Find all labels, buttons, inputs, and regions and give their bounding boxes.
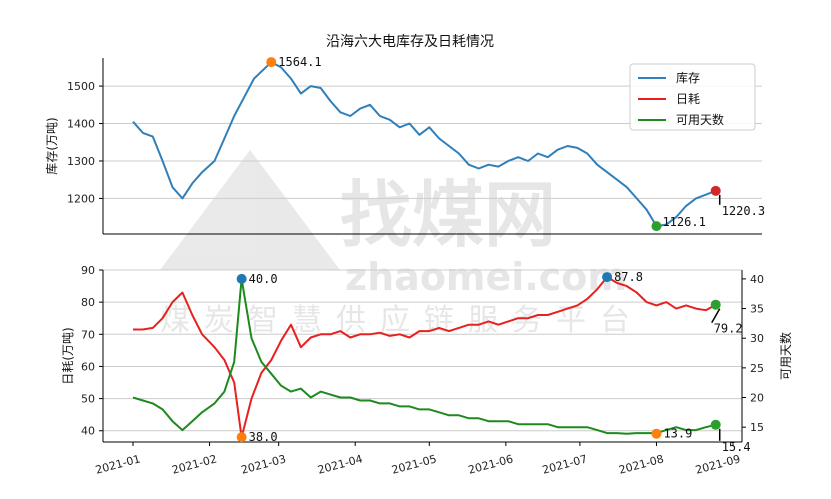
annotation-label: 1220.3 <box>722 204 765 218</box>
series-line-inventory <box>132 61 717 228</box>
bottom-right-y-tick-label: 40 <box>750 273 764 286</box>
x-tick-label: 2021-03 <box>240 452 288 476</box>
annotation-marker <box>266 57 277 68</box>
top-panel: 1200 1300 1400 1500 库存(万吨) 1564.1 1126.1 1220… <box>44 55 765 235</box>
annotation-label: 1564.1 <box>278 55 321 69</box>
bottom-right-y-axis-label: 可用天数 <box>778 332 793 380</box>
annotation-marker <box>710 419 721 430</box>
annotation-label: 13.9 <box>663 427 692 441</box>
chart-title: 沿海六大电库存及日耗情况 <box>326 34 494 50</box>
legend-label-inventory: 库存 <box>676 70 700 85</box>
annotation-marker <box>651 221 662 232</box>
annotation-marker <box>602 272 613 283</box>
bottom-left-y-tick-label: 80 <box>81 296 95 309</box>
annotation-label: 79.2 <box>714 322 743 336</box>
bottom-left-y-tick-label: 50 <box>81 393 95 406</box>
bottom-left-y-tick-label: 90 <box>81 264 95 277</box>
x-tick-label: 2021-09 <box>694 452 742 476</box>
legend-label-available-days: 可用天数 <box>676 112 724 127</box>
annotation-label: 87.8 <box>614 270 643 284</box>
bottom-left-y-tick-label: 60 <box>81 360 95 373</box>
legend: 库存 日耗 可用天数 <box>629 63 756 131</box>
annotation-label: 1126.1 <box>662 215 705 229</box>
annotation-label: 38.0 <box>249 430 278 444</box>
bottom-left-y-tick-label: 70 <box>81 328 95 341</box>
annotation-marker <box>236 273 247 284</box>
series-line-available-days <box>132 277 716 435</box>
x-tick-label: 2021-01 <box>94 452 142 476</box>
annotation-arrow <box>711 308 721 324</box>
top-y-tick-label: 1400 <box>67 118 95 131</box>
bottom-right-y-tick-label: 20 <box>750 392 764 405</box>
legend-box <box>629 63 756 131</box>
x-tick-label: 2021-02 <box>171 452 219 476</box>
x-tick-label: 2021-05 <box>390 452 438 476</box>
bottom-right-y-tick-label: 15 <box>750 421 764 434</box>
bottom-right-y-tick-label: 30 <box>750 332 764 345</box>
x-tick-label: 2021-07 <box>541 452 589 476</box>
x-tick-label: 2021-04 <box>316 452 364 476</box>
annotation-marker <box>710 299 721 310</box>
watermark: 找煤网 zhaomei.com 煤炭智慧供应链服务平台 <box>160 150 630 338</box>
annotation-marker <box>651 428 662 439</box>
bottom-left-y-axis-label: 日耗(万吨) <box>61 327 75 384</box>
bottom-left-y-tick-label: 40 <box>81 425 95 438</box>
series-line-daily-consumption <box>133 276 717 439</box>
watermark-brand: 找煤网 <box>340 173 556 257</box>
x-tick-label: 2021-08 <box>617 452 665 476</box>
annotation-marker <box>710 185 721 196</box>
top-y-axis-label: 库存(万吨) <box>44 117 59 174</box>
legend-label-daily-consumption: 日耗 <box>676 92 700 106</box>
annotation-marker <box>236 432 247 443</box>
annotation-label: 40.0 <box>249 272 278 286</box>
annotation-label: 15.4 <box>722 440 751 454</box>
watermark-logo-icon <box>160 150 340 270</box>
top-y-tick-label: 1300 <box>67 155 95 168</box>
bottom-right-y-tick-label: 35 <box>750 303 764 316</box>
top-y-tick-label: 1200 <box>67 192 95 205</box>
watermark-domain: zhaomei.com <box>345 255 627 299</box>
x-tick-label: 2021-06 <box>467 452 515 476</box>
top-y-tick-label: 1500 <box>67 80 95 93</box>
bottom-right-y-tick-label: 25 <box>750 362 764 375</box>
